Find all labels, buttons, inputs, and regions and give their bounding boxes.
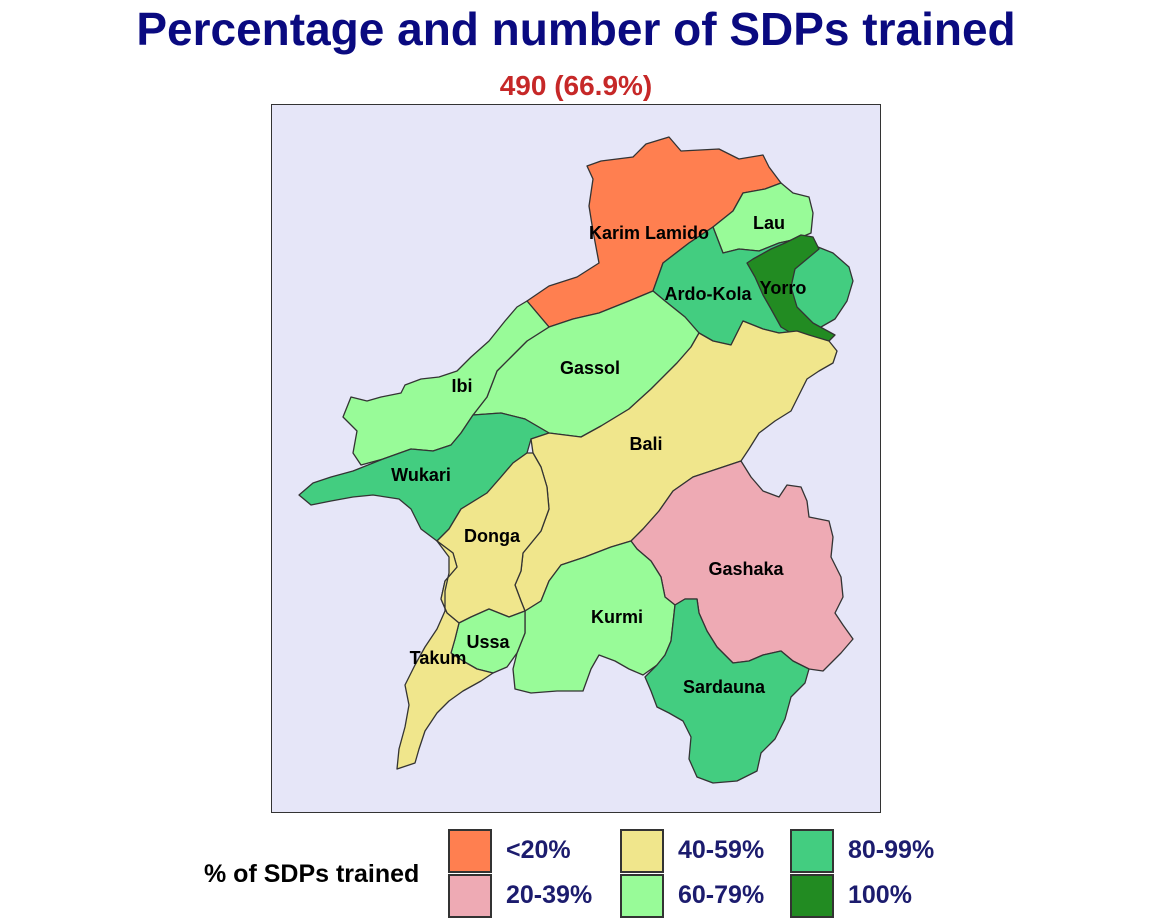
state-map: Karim Lamido Lau Yorro Ardo-Kola Gassol …: [298, 136, 854, 784]
label-gassol: Gassol: [560, 358, 620, 378]
legend-label: 80-99%: [848, 836, 935, 864]
legend-swatch: [620, 874, 664, 918]
label-ussa: Ussa: [466, 632, 510, 652]
map-title: Percentage and number of SDPs trained: [136, 3, 1016, 55]
legend-swatch: [790, 829, 834, 873]
label-sardauna: Sardauna: [683, 677, 766, 697]
region-sardauna[interactable]: [644, 598, 810, 784]
label-karim-lamido: Karim Lamido: [589, 223, 709, 243]
legend-label: 60-79%: [678, 881, 765, 909]
map-subtitle: 490 (66.9%): [499, 70, 653, 101]
label-gashaka: Gashaka: [708, 559, 784, 579]
region-labels: Karim Lamido Lau Yorro Ardo-Kola Gassol …: [391, 213, 806, 697]
region-wukari[interactable]: [298, 412, 550, 542]
region-ibi[interactable]: [342, 300, 550, 466]
label-bali: Bali: [629, 434, 662, 454]
label-yorro: Yorro: [760, 278, 807, 298]
legend-label: 100%: [848, 881, 912, 909]
legend-title: % of SDPs trained: [204, 860, 420, 888]
label-wukari: Wukari: [391, 465, 451, 485]
map-panel: Karim Lamido Lau Yorro Ardo-Kola Gassol …: [271, 104, 881, 813]
legend-swatch: [790, 874, 834, 918]
label-lau: Lau: [753, 213, 785, 233]
label-ibi: Ibi: [452, 376, 473, 396]
legend-swatch: [620, 829, 664, 873]
legend-label: <20%: [506, 836, 571, 864]
label-donga: Donga: [464, 526, 521, 546]
legend-swatch: [448, 874, 492, 918]
region-takum[interactable]: [396, 540, 494, 770]
label-ardo-kola: Ardo-Kola: [665, 284, 753, 304]
legend-label: 40-59%: [678, 836, 765, 864]
legend-label: 20-39%: [506, 881, 593, 909]
label-takum: Takum: [410, 648, 467, 668]
region-yorro[interactable]: [746, 234, 836, 342]
legend-swatch: [448, 829, 492, 873]
label-kurmi: Kurmi: [591, 607, 643, 627]
